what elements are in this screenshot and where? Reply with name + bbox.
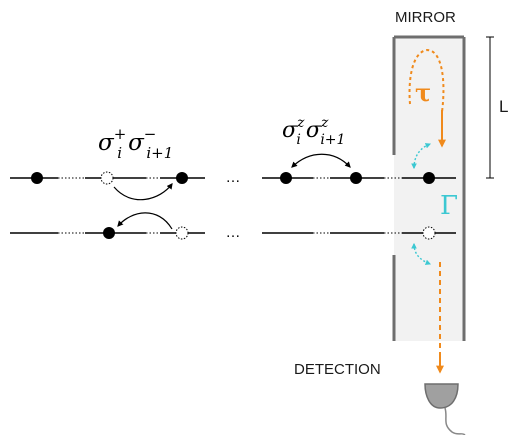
hop-base-2: σ — [128, 130, 145, 156]
zz-base-2: σ — [306, 118, 322, 143]
hop-sup-2: − — [144, 125, 157, 143]
hop-sub-1: i — [117, 144, 122, 162]
spin-up-site — [176, 172, 188, 184]
zz-operator: σz i σz i+1 — [282, 115, 345, 148]
length-bracket — [486, 36, 494, 179]
lower-chain — [10, 226, 456, 240]
detection-label: DETECTION — [294, 361, 381, 378]
spin-up-site — [350, 172, 362, 184]
spin-up-site — [280, 172, 292, 184]
spin-up-site-cavity — [423, 172, 435, 184]
hop-arrow-lower — [117, 212, 173, 230]
length-label: L — [499, 97, 508, 116]
cavity-body — [394, 37, 464, 341]
spin-up-site — [31, 172, 43, 184]
hop-sub-2: i+1 — [146, 144, 173, 162]
zz-sup-1: z — [296, 115, 305, 131]
detector-icon — [424, 383, 466, 435]
zz-base-1: σ — [282, 118, 298, 143]
zz-sub-1: i — [296, 132, 300, 148]
empty-site — [100, 171, 114, 185]
ellipsis-lower: … — [226, 224, 241, 241]
hop-sup-1: + — [114, 125, 127, 143]
empty-site — [175, 226, 189, 240]
cavity — [392, 35, 466, 341]
hop-base-1: σ — [98, 130, 115, 156]
zz-sub-2: i+1 — [320, 132, 345, 148]
empty-site-cavity — [422, 226, 436, 240]
upper-chain — [10, 171, 456, 185]
tau-loop — [408, 48, 445, 113]
hop-arrow-upper — [113, 183, 173, 201]
mirror-label: MIRROR — [395, 9, 456, 26]
zz-sup-2: z — [320, 115, 329, 131]
ellipsis-upper: … — [226, 169, 241, 186]
gamma-arc-lower — [411, 242, 432, 265]
zz-arrow — [291, 153, 351, 168]
tau-label: τ — [415, 78, 431, 107]
gamma-label: Γ — [440, 191, 458, 221]
hop-operator: σ+ i σ− i+1 — [98, 125, 173, 162]
gamma-arc-upper — [411, 143, 432, 170]
spin-up-site — [103, 227, 115, 239]
